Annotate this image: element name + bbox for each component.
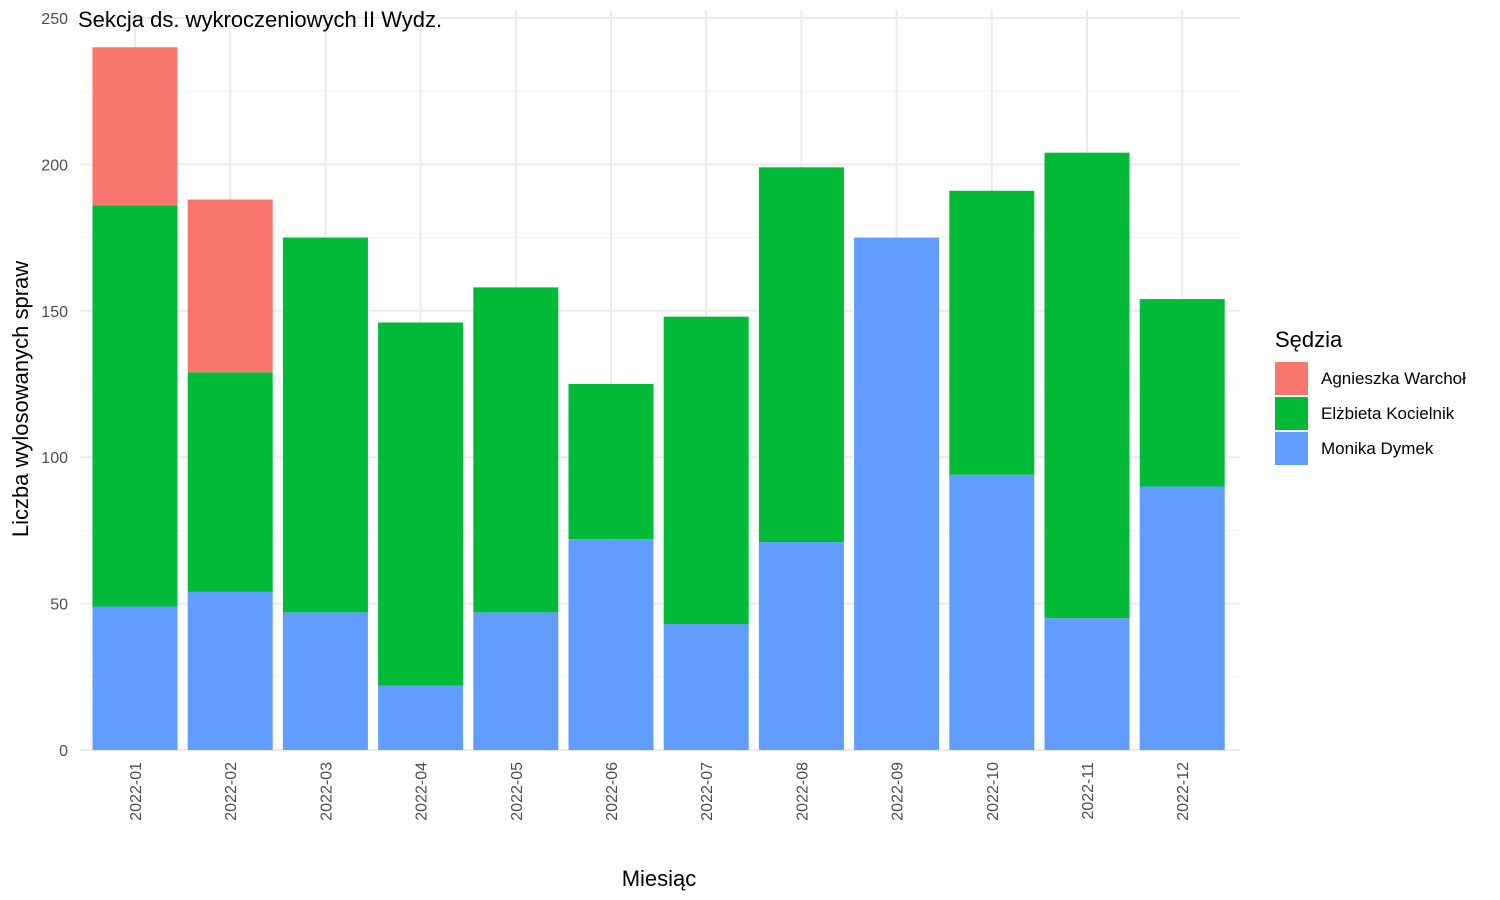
x-tick-label: 2022-10	[985, 762, 1002, 821]
bar-segment-monika-dymek	[1139, 486, 1225, 750]
bar-segment-monika-dymek	[854, 237, 940, 751]
bar-segment-elżbieta-kocielnik	[758, 167, 844, 543]
legend-swatch	[1275, 432, 1308, 465]
bar-segment-elżbieta-kocielnik	[282, 237, 368, 613]
legend-label: Agnieszka Warchoł	[1321, 369, 1466, 388]
x-tick-label: 2022-01	[128, 762, 145, 821]
bar-segment-monika-dymek	[1044, 618, 1130, 750]
bar-segment-monika-dymek	[663, 624, 749, 750]
bar-segment-monika-dymek	[282, 612, 368, 750]
bar-segment-monika-dymek	[378, 685, 464, 750]
bar-segment-elżbieta-kocielnik	[663, 316, 749, 625]
bar-segment-agnieszka-warchoł	[92, 47, 178, 206]
bar-segment-elżbieta-kocielnik	[568, 384, 654, 540]
y-axis-ticks: 0 50 100 150 200 250	[41, 11, 68, 760]
legend: Sędzia Agnieszka Warchoł Elżbieta Kocieln…	[1275, 327, 1466, 465]
legend-label: Elżbieta Kocielnik	[1321, 404, 1455, 423]
x-tick-label: 2022-02	[223, 762, 240, 821]
bars	[92, 47, 1225, 751]
x-tick-label: 2022-04	[414, 762, 431, 821]
y-tick-label: 200	[41, 157, 68, 174]
y-tick-label: 100	[41, 450, 68, 467]
bar-segment-elżbieta-kocielnik	[1139, 299, 1225, 487]
x-tick-label: 2022-11	[1080, 762, 1097, 820]
x-axis-ticks: 2022-01 2022-02 2022-03 2022-04 2022-05 2022-…	[128, 762, 1192, 821]
bar-segment-monika-dymek	[758, 542, 844, 750]
legend-items: Agnieszka Warchoł Elżbieta Kocielnik Monik…	[1275, 362, 1466, 465]
x-tick-label: 2022-07	[699, 762, 716, 821]
bar-segment-monika-dymek	[473, 612, 559, 750]
legend-title: Sędzia	[1275, 327, 1343, 352]
bar-segment-elżbieta-kocielnik	[378, 322, 464, 686]
y-tick-label: 150	[41, 304, 68, 321]
bar-segment-agnieszka-warchoł	[187, 199, 273, 373]
bar-segment-elżbieta-kocielnik	[949, 190, 1035, 475]
x-tick-label: 2022-12	[1175, 762, 1192, 821]
x-tick-label: 2022-05	[509, 762, 526, 821]
bar-segment-elżbieta-kocielnik	[473, 287, 559, 613]
x-tick-label: 2022-09	[890, 762, 907, 821]
bar-segment-monika-dymek	[568, 539, 654, 750]
x-tick-label: 2022-08	[794, 762, 811, 821]
bar-segment-monika-dymek	[949, 474, 1035, 750]
legend-swatch	[1275, 362, 1308, 395]
x-tick-label: 2022-03	[318, 762, 335, 821]
legend-swatch	[1275, 397, 1308, 430]
x-axis-title: Miesiąc	[622, 866, 697, 891]
bar-segment-monika-dymek	[187, 591, 273, 750]
chart-title: Sekcja ds. wykroczeniowych II Wydz.	[78, 7, 442, 32]
bar-segment-monika-dymek	[92, 606, 178, 750]
y-tick-label: 50	[50, 597, 68, 614]
y-axis-title: Liczba wylosowanych spraw	[8, 261, 33, 537]
x-tick-label: 2022-06	[604, 762, 621, 821]
y-tick-label: 0	[59, 743, 68, 760]
bar-segment-elżbieta-kocielnik	[92, 205, 178, 607]
y-tick-label: 250	[41, 11, 68, 28]
bar-segment-elżbieta-kocielnik	[187, 372, 273, 592]
legend-label: Monika Dymek	[1321, 439, 1434, 458]
bar-segment-elżbieta-kocielnik	[1044, 152, 1130, 619]
